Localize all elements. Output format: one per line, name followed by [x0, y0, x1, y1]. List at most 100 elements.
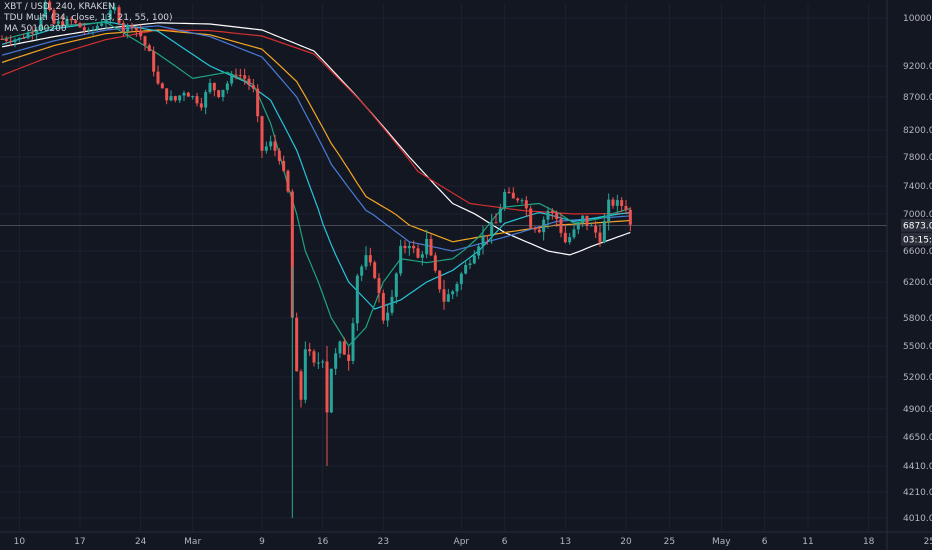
- candle-body: [347, 354, 351, 361]
- y-tick-label: 9200.0: [903, 62, 932, 72]
- candle-body: [399, 245, 403, 274]
- candle-body: [178, 95, 182, 101]
- candle-body: [39, 17, 43, 30]
- candle-body: [446, 294, 450, 302]
- candle-body: [217, 90, 221, 98]
- candle-body: [186, 92, 190, 97]
- candle-body: [104, 19, 108, 24]
- candle-body: [321, 361, 325, 363]
- candle-body: [269, 141, 273, 147]
- candle-body: [355, 275, 359, 324]
- candle-body: [555, 212, 559, 220]
- y-tick-label: 4210.0: [903, 488, 932, 498]
- moving-average-line: [1, 29, 631, 243]
- y-tick-label: 7800.0: [903, 153, 932, 163]
- moving-average-line: [1, 21, 631, 347]
- candle-body: [412, 245, 416, 249]
- candle-body: [394, 273, 398, 297]
- candle-body: [485, 235, 489, 237]
- x-tick-label: 6: [502, 537, 508, 547]
- candle-body: [615, 200, 619, 206]
- x-tick-label: 6: [762, 537, 768, 547]
- time-axis[interactable]: 10 17 24 Mar 9 16 23 Apr 6 13 20 25 May 6 11 18 25: [0, 531, 932, 547]
- candle-body: [312, 351, 316, 363]
- candle-body: [173, 96, 177, 101]
- moving-average-line: [1, 29, 631, 215]
- candle-body: [4, 39, 8, 41]
- candle-body: [182, 92, 186, 96]
- candle-body: [364, 255, 368, 267]
- x-tick-label: Mar: [184, 537, 201, 547]
- candle-body: [490, 222, 494, 237]
- price-axis[interactable]: 10000.0 9200.0 8700.0 8200.0 7800.0 7400.0 700…: [886, 0, 932, 550]
- candle-body: [546, 210, 550, 220]
- candle-body: [342, 341, 346, 355]
- x-tick-label: 20: [620, 537, 632, 547]
- y-tick-label: 10000.0: [903, 14, 932, 24]
- candle-body: [308, 349, 312, 352]
- candle-body: [139, 30, 143, 37]
- candle-body: [91, 29, 95, 31]
- candle-body: [386, 312, 390, 321]
- candle-body: [390, 296, 394, 313]
- candle-body: [516, 198, 520, 201]
- indicator-ma[interactable]: MA 50100200: [4, 24, 67, 34]
- candle-body: [425, 238, 429, 255]
- current-price-label: 6873.0: [903, 222, 932, 232]
- candle-body: [455, 284, 459, 292]
- candle-body: [26, 32, 30, 38]
- candle-body: [563, 232, 567, 243]
- candle-body: [113, 7, 117, 11]
- candle-body: [69, 18, 73, 21]
- y-tick-label: 4900.0: [903, 405, 932, 415]
- candle-body: [264, 146, 268, 151]
- y-tick-label: 8700.0: [903, 93, 932, 103]
- candle-body: [481, 235, 485, 247]
- y-tick-label: 4410.0: [903, 462, 932, 472]
- candle-body: [572, 229, 576, 238]
- candle-body: [598, 232, 602, 243]
- moving-average-line: [1, 22, 631, 256]
- candle-body: [143, 36, 147, 46]
- x-tick-label: 10: [14, 537, 26, 547]
- candle-body: [247, 78, 251, 86]
- candle-body: [438, 270, 442, 290]
- candle-body: [451, 291, 455, 295]
- candle-body: [165, 88, 169, 101]
- candle-body: [225, 83, 229, 90]
- candle-body: [22, 37, 26, 39]
- candle-body: [204, 92, 208, 108]
- candle-body: [221, 89, 225, 98]
- candle-body: [147, 45, 151, 52]
- chart-legend: XBT / USD, 240, KRAKEN TDU Multi (34, cl…: [4, 2, 173, 35]
- grid-lines: [0, 4, 930, 530]
- candle-body: [433, 255, 437, 271]
- candle-body: [256, 88, 260, 117]
- x-tick-label: Apr: [454, 537, 470, 547]
- y-tick-label: 5200.0: [903, 373, 932, 383]
- y-tick-label: 6200.0: [903, 278, 932, 288]
- x-tick-label: 25: [664, 537, 675, 547]
- x-tick-label: 9: [259, 537, 265, 547]
- candle-body: [429, 238, 433, 256]
- candle-body: [61, 21, 65, 26]
- y-tick-label: 4650.0: [903, 433, 932, 443]
- candle-body: [108, 10, 112, 20]
- candle-body: [295, 317, 299, 372]
- indicator-tdu-multi[interactable]: TDU Multi (34, close, 13, 21, 55, 100): [4, 13, 173, 23]
- candle-body: [212, 82, 216, 91]
- candle-body: [628, 209, 632, 225]
- candle-body: [568, 237, 572, 243]
- candle-body: [290, 191, 294, 318]
- candle-body: [477, 246, 481, 256]
- candle-body: [243, 75, 247, 79]
- symbol-title[interactable]: XBT / USD, 240, KRAKEN: [4, 2, 115, 12]
- candle-body: [100, 23, 104, 26]
- moving-average-line: [1, 25, 631, 252]
- candle-body: [464, 265, 468, 274]
- candle-body: [524, 200, 528, 209]
- candle-body: [260, 116, 264, 151]
- candle-body: [360, 266, 364, 276]
- candle-body: [329, 368, 333, 413]
